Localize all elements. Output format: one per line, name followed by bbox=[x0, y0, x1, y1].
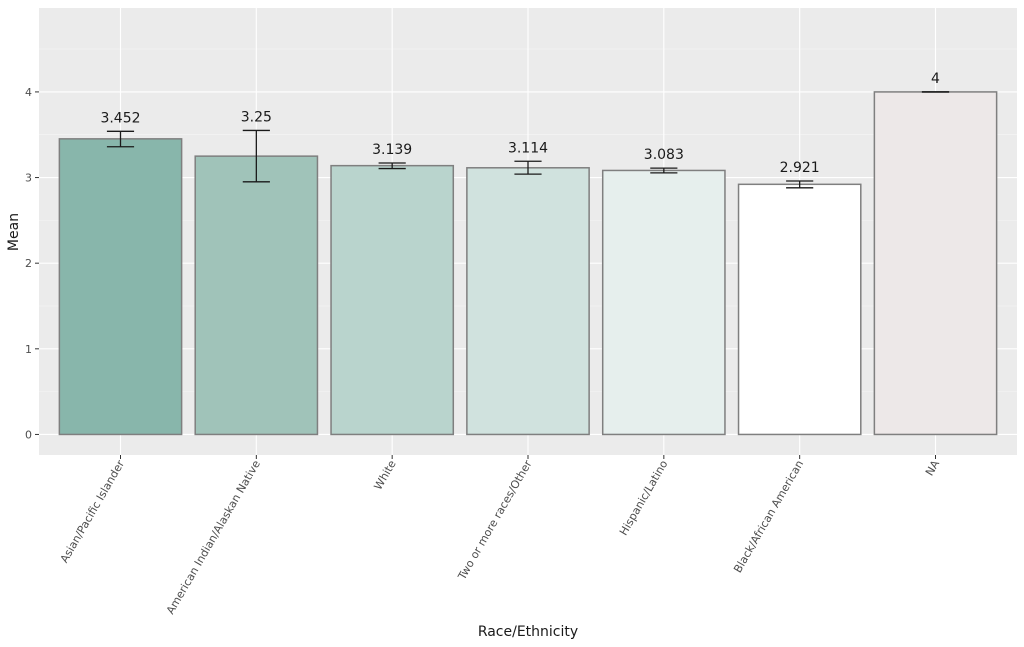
bar bbox=[601, 169, 726, 436]
bar-value-label: 2.921 bbox=[780, 160, 820, 176]
y-axis-title: Mean bbox=[6, 213, 22, 251]
x-tick-label: Hispanic/Latino bbox=[617, 458, 671, 538]
error-bar bbox=[786, 180, 814, 189]
error-bars-group bbox=[106, 91, 950, 189]
y-tick-label: 1 bbox=[25, 343, 32, 356]
bar bbox=[330, 164, 455, 436]
y-tick-label: 0 bbox=[25, 428, 32, 441]
x-tick-label: White bbox=[372, 458, 399, 492]
bar bbox=[737, 183, 862, 436]
error-bar bbox=[242, 129, 270, 183]
x-tick-label: NA bbox=[923, 458, 942, 479]
bar-value-label: 3.114 bbox=[508, 140, 548, 156]
x-tick-label: Asian/Pacific Islander bbox=[58, 458, 128, 566]
bar-value-label: 3.083 bbox=[644, 147, 684, 163]
error-bar bbox=[106, 130, 135, 148]
bar bbox=[58, 138, 183, 436]
x-tick-label: Black/African American bbox=[731, 458, 806, 575]
x-tick-label: American Indian/Alaskan Native bbox=[164, 458, 263, 617]
x-tick-label: Two or more races/Other bbox=[455, 458, 535, 583]
error-bar bbox=[378, 162, 406, 170]
bar bbox=[873, 91, 998, 436]
y-tick-label: 3 bbox=[25, 172, 32, 185]
error-bar bbox=[650, 167, 678, 174]
data-labels-group: 3.452 3.25 3.139 3.114 3.083 2.921 4 bbox=[100, 71, 940, 176]
bar-value-label: 3.139 bbox=[372, 142, 412, 158]
x-axis: Asian/Pacific Islander American Indian/Al… bbox=[58, 455, 942, 617]
bar-value-label: 4 bbox=[931, 71, 940, 87]
y-axis: 0 1 2 3 4 bbox=[25, 86, 39, 441]
bars-group bbox=[58, 91, 998, 436]
y-tick-label: 4 bbox=[25, 86, 32, 99]
bar-value-label: 3.25 bbox=[241, 109, 272, 125]
bar-value-label: 3.452 bbox=[100, 110, 140, 126]
bar bbox=[194, 155, 319, 436]
x-axis-title: Race/Ethnicity bbox=[478, 624, 578, 640]
error-bar bbox=[514, 160, 542, 175]
bar bbox=[466, 167, 590, 436]
y-tick-label: 2 bbox=[25, 257, 32, 270]
